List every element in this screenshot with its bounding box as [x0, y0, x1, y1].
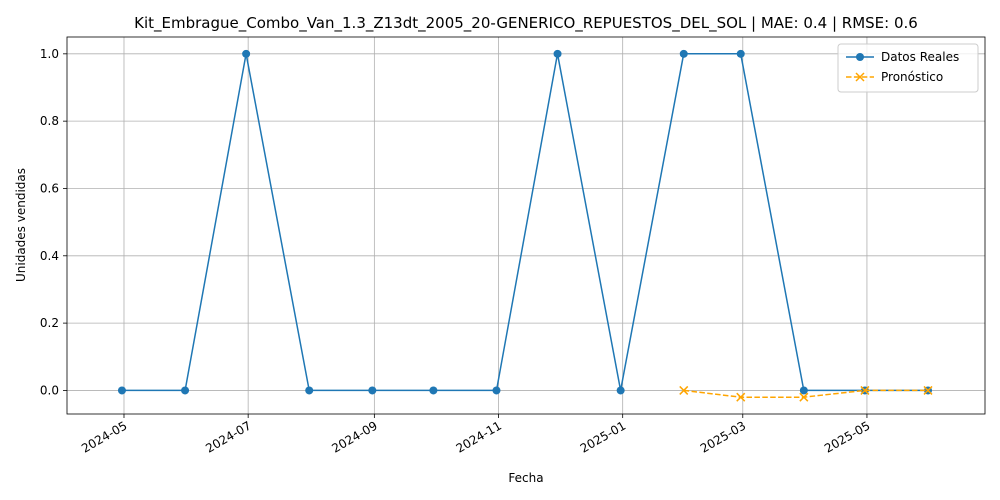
data-point-pronostico [923, 385, 933, 395]
data-point-pronostico [736, 392, 746, 402]
data-point-datos-reales [368, 386, 377, 395]
y-tick-label: 0.4 [40, 249, 59, 263]
data-point-datos-reales [553, 49, 562, 58]
y-tick-label: 0.6 [40, 181, 59, 195]
data-point-datos-reales [679, 49, 688, 58]
y-axis-label: Unidades vendidas [14, 168, 28, 282]
y-tick-label: 0.0 [40, 383, 59, 397]
data-point-datos-reales [429, 386, 438, 395]
legend-marker-datos-reales [856, 53, 864, 61]
data-point-datos-reales [799, 386, 808, 395]
data-point-datos-reales [616, 386, 625, 395]
x-axis-label: Fecha [508, 471, 543, 485]
y-tick-label: 0.8 [40, 114, 59, 128]
legend-label-pronostico: Pronóstico [881, 70, 943, 84]
data-point-datos-reales [117, 386, 126, 395]
legend-marker-pronostico [855, 72, 865, 82]
chart-title: Kit_Embrague_Combo_Van_1.3_Z13dt_2005_20… [134, 14, 918, 33]
data-point-pronostico [679, 385, 689, 395]
data-point-datos-reales [736, 49, 745, 58]
data-point-datos-reales [492, 386, 501, 395]
data-point-pronostico [799, 392, 809, 402]
plot-area-frame [66, 36, 986, 415]
data-point-datos-reales [305, 386, 314, 395]
series-layer [117, 49, 933, 402]
legend: Datos Reales Pronóstico [837, 43, 979, 93]
y-tick-label: 0.2 [40, 316, 59, 330]
legend-box [837, 43, 979, 93]
data-point-datos-reales [181, 386, 190, 395]
data-point-datos-reales [242, 49, 251, 58]
y-tick-label: 1.0 [40, 47, 59, 61]
legend-label-datos-reales: Datos Reales [881, 50, 959, 64]
series-line-datos-reales [122, 53, 928, 392]
grid-lines [67, 37, 985, 414]
data-point-pronostico [860, 385, 870, 395]
